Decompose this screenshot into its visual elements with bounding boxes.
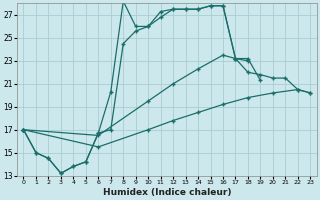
X-axis label: Humidex (Indice chaleur): Humidex (Indice chaleur) bbox=[103, 188, 231, 197]
